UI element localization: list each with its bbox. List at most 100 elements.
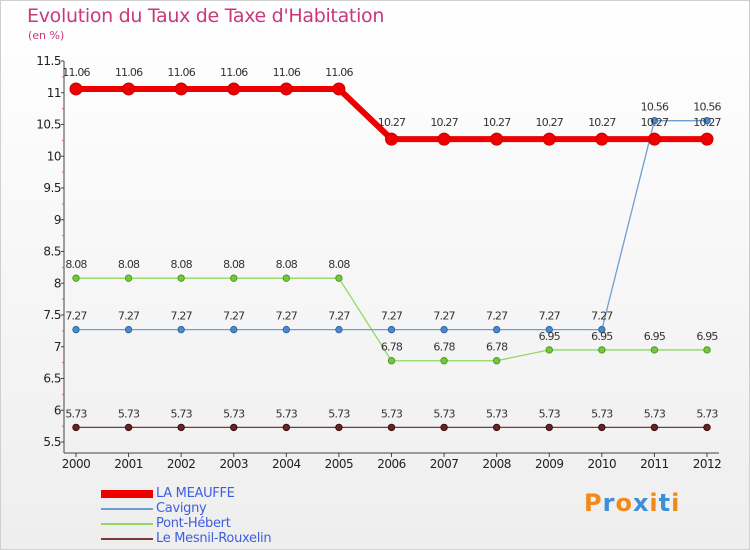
data-label: 10.27	[693, 116, 721, 129]
data-label: 6.95	[644, 330, 666, 343]
data-label: 7.27	[486, 310, 508, 323]
x-tick-label: 2000	[62, 457, 91, 471]
chart-title: Evolution du Taux de Taxe d'Habitation	[27, 5, 385, 27]
data-label: 7.27	[539, 310, 561, 323]
data-point	[282, 274, 291, 282]
data-label: 6.78	[486, 341, 508, 354]
data-label: 6.78	[433, 341, 455, 354]
brand-logo-letter: o	[615, 489, 633, 517]
data-point	[279, 82, 293, 96]
data-label: 8.08	[276, 258, 298, 271]
y-tick-label: 7	[54, 340, 61, 354]
legend-swatch	[101, 538, 153, 540]
series-line	[76, 85, 707, 143]
data-label: 10.27	[588, 116, 616, 129]
data-point	[595, 132, 609, 146]
data-label: 5.73	[591, 407, 613, 420]
data-point	[650, 116, 659, 125]
data-label: 11.06	[220, 66, 248, 79]
data-label: 6.95	[539, 330, 561, 343]
y-tick-label: 7.5	[43, 308, 61, 322]
data-label: 5.73	[696, 407, 718, 420]
data-label: 11.06	[62, 66, 90, 79]
data-point	[647, 132, 661, 146]
legend-swatch	[101, 508, 153, 510]
data-label: 5.73	[644, 407, 666, 420]
data-point	[72, 423, 80, 432]
data-point	[72, 325, 80, 334]
data-label: 11.06	[167, 66, 195, 79]
data-point	[700, 132, 714, 146]
data-label: 5.73	[171, 407, 193, 420]
data-point	[490, 132, 504, 146]
chart-subtitle: (en %)	[28, 29, 65, 42]
y-tick-label: 5.5	[43, 435, 61, 449]
data-point	[703, 346, 711, 354]
data-label: 7.27	[381, 310, 403, 323]
data-point	[69, 82, 83, 96]
series-line	[76, 120, 707, 331]
data-label: 10.27	[378, 116, 406, 129]
data-point	[545, 423, 553, 432]
data-point	[227, 82, 241, 96]
y-tick-label: 10	[47, 149, 61, 163]
x-tick-label: 2008	[482, 457, 511, 471]
data-point	[230, 423, 238, 432]
data-point	[332, 82, 346, 96]
data-label: 5.73	[433, 407, 455, 420]
data-label: 6.95	[591, 330, 613, 343]
data-label: 11.06	[325, 66, 353, 79]
data-point	[72, 274, 80, 282]
x-tick-label: 2001	[114, 457, 143, 471]
data-label: 8.08	[328, 258, 350, 271]
data-point	[650, 423, 659, 432]
data-point	[124, 274, 133, 282]
brand-logo-letter: r	[602, 489, 616, 517]
data-label: 10.27	[536, 116, 564, 129]
data-point	[437, 132, 451, 146]
data-label: 8.08	[65, 258, 87, 271]
data-point	[385, 132, 398, 146]
data-point	[598, 423, 606, 432]
data-label: 8.08	[223, 258, 245, 271]
data-label: 11.06	[273, 66, 301, 79]
data-label: 5.73	[276, 407, 298, 420]
brand-logo-letter: i	[671, 489, 681, 517]
data-label: 5.73	[486, 407, 508, 420]
data-point	[387, 423, 396, 432]
data-point	[440, 423, 448, 432]
data-label: 5.73	[118, 407, 140, 420]
data-label: 10.56	[641, 101, 669, 114]
data-point	[230, 325, 238, 334]
data-label: 11.06	[115, 66, 143, 79]
data-point	[335, 325, 343, 334]
data-point	[387, 325, 396, 334]
y-tick-label: 6.5	[43, 372, 61, 386]
data-point	[177, 325, 185, 334]
data-label: 7.27	[433, 310, 455, 323]
data-point	[230, 274, 238, 282]
data-label: 7.27	[591, 310, 613, 323]
x-tick-label: 2007	[430, 457, 459, 471]
data-point	[598, 346, 606, 354]
data-label: 7.27	[276, 310, 298, 323]
data-point	[124, 423, 133, 432]
x-tick-label: 2003	[219, 457, 248, 471]
x-tick-label: 2011	[640, 457, 669, 471]
data-point	[492, 357, 501, 365]
data-point	[122, 82, 136, 96]
data-label: 5.73	[328, 407, 350, 420]
x-tick-label: 2012	[693, 457, 722, 471]
data-label: 5.73	[381, 407, 403, 420]
brand-logo: Proxiti	[584, 489, 680, 517]
data-point	[282, 423, 291, 432]
data-label: 6.95	[696, 330, 718, 343]
brand-logo-letter: t	[658, 489, 672, 517]
brand-logo-letter: x	[632, 489, 650, 517]
data-point	[492, 423, 501, 432]
data-label: 6.78	[381, 341, 403, 354]
legend-label: Cavigny	[156, 501, 207, 516]
x-tick-label: 2004	[272, 457, 301, 471]
